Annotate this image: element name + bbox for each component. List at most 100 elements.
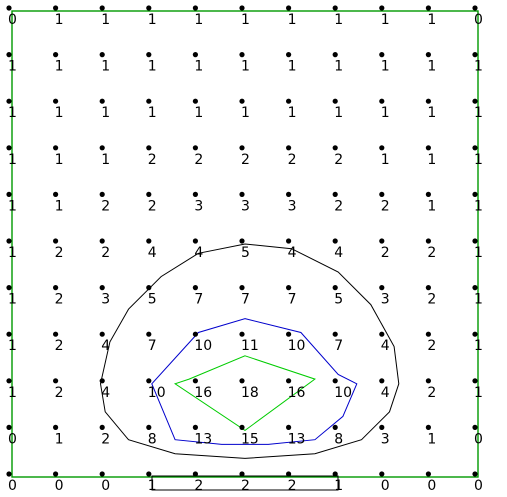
grid-value: 1 [474,292,483,308]
grid-marker [472,191,478,197]
grid-marker [472,52,478,58]
grid-value: 1 [55,431,64,447]
grid-value: 0 [474,478,483,494]
grid-marker [53,5,59,11]
grid-marker [192,378,198,384]
grid-marker [239,424,245,430]
grid-value: 7 [334,338,343,354]
grid-marker [99,471,105,477]
grid-marker [379,145,385,151]
grid-marker [239,378,245,384]
grid-value: 10 [334,385,352,401]
grid-marker [425,52,431,58]
grid-marker [239,145,245,151]
grid-marker [425,331,431,337]
grid-marker [6,424,12,430]
grid-value: 2 [148,198,157,214]
grid-marker [286,471,292,477]
grid-marker [53,191,59,197]
baseline-bar [151,475,339,491]
grid-marker [425,285,431,291]
grid-value: 1 [427,431,436,447]
grid-value: 2 [427,292,436,308]
grid-value: 2 [101,431,110,447]
grid-value: 1 [427,152,436,168]
grid-value: 2 [194,478,203,494]
grid-marker [425,191,431,197]
grid-marker [6,52,12,58]
grid-value: 2 [334,152,343,168]
grid-value: 1 [8,105,17,121]
grid-value: 7 [288,292,297,308]
grid-value: 2 [194,152,203,168]
grid-marker [379,378,385,384]
grid-marker [6,145,12,151]
grid-marker [286,424,292,430]
grid-value: 1 [474,385,483,401]
grid-value: 1 [474,198,483,214]
grid-value: 1 [55,198,64,214]
grid-value: 1 [194,12,203,28]
grid-value: 1 [288,12,297,28]
grid-value: 1 [8,245,17,261]
grid-marker [332,285,338,291]
grid-marker [425,378,431,384]
grid-value: 1 [8,292,17,308]
grid-marker [286,98,292,104]
grid-marker [192,238,198,244]
grid-value: 3 [101,292,110,308]
grid-marker [53,331,59,337]
grid-marker [239,98,245,104]
grid-value: 1 [55,59,64,75]
grid-marker [379,238,385,244]
grid-marker [53,98,59,104]
grid-value: 2 [288,478,297,494]
grid-value: 4 [334,245,343,261]
grid-marker [99,331,105,337]
grid-marker [99,378,105,384]
grid-marker-layer [6,5,478,477]
grid-value: 1 [334,478,343,494]
grid-value: 4 [288,245,297,261]
grid-value: 1 [55,12,64,28]
grid-marker [286,145,292,151]
grid-marker [472,5,478,11]
grid-value-layer: 0 1 1 1 1 1 1 1 1 1 01 1 1 1 1 1 1 1 1 1 11 1 1 1 1 1 1 1 1 1 11 1 1 2 2 2 2… [8,12,483,494]
grid-marker [332,5,338,11]
grid-value: 1 [8,198,17,214]
grid-marker [6,285,12,291]
grid-value: 2 [241,152,250,168]
grid-value: 1 [55,105,64,121]
grid-marker [332,378,338,384]
grid-marker [53,52,59,58]
grid-value: 1 [148,105,157,121]
grid-value: 11 [241,338,259,354]
grid-value: 1 [381,12,390,28]
grid-marker [472,378,478,384]
grid-marker [379,191,385,197]
grid-marker [53,238,59,244]
grid-marker [146,98,152,104]
grid-value: 2 [381,245,390,261]
grid-value: 2 [148,152,157,168]
grid-marker [239,5,245,11]
contour-line-2 [151,318,358,445]
grid-marker [332,98,338,104]
grid-marker [146,238,152,244]
grid-value: 7 [194,292,203,308]
grid-marker [332,191,338,197]
grid-marker [192,191,198,197]
grid-marker [6,238,12,244]
grid-marker [332,52,338,58]
grid-value: 2 [427,385,436,401]
grid-value: 1 [334,105,343,121]
grid-value: 4 [101,385,110,401]
grid-value: 2 [55,338,64,354]
grid-value: 3 [381,292,390,308]
grid-marker [53,145,59,151]
grid-value: 0 [8,12,17,28]
grid-marker [472,238,478,244]
grid-value: 1 [474,59,483,75]
grid-value: 1 [334,12,343,28]
grid-value: 13 [194,431,212,447]
